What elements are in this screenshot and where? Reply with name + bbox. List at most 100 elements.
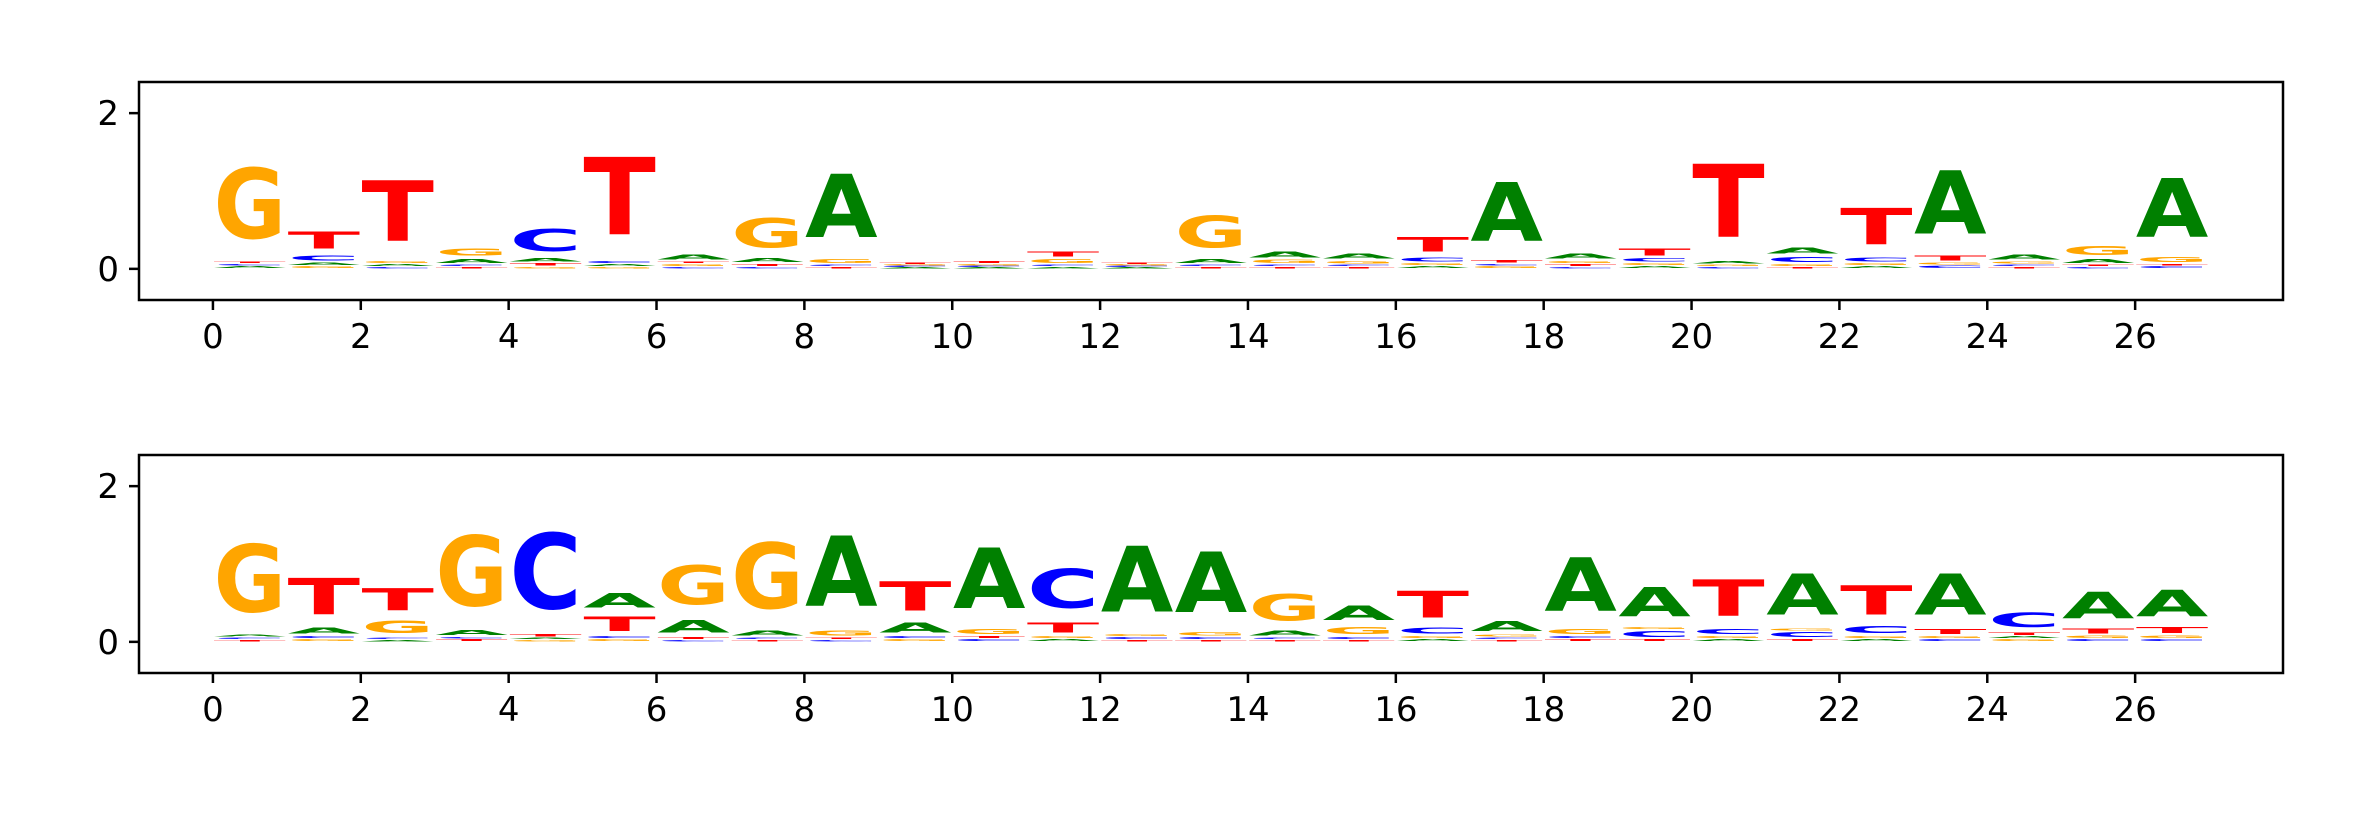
logo-letter-C: C [1175, 264, 1247, 266]
logo-letter-G: G [1175, 632, 1247, 637]
logo-letter-T: T [509, 263, 581, 267]
logo-letter-T: T [879, 574, 952, 620]
logo-letter-A: A [509, 637, 581, 639]
logo-letter-C: C [1249, 264, 1321, 266]
logo-letter-T: T [583, 613, 655, 636]
logo-letter-G: G [1618, 626, 1690, 629]
logo-letter-C: C [879, 266, 951, 268]
logo-letter-A: A [214, 634, 286, 637]
x-tick-label: 22 [1818, 317, 1861, 357]
logo-letter-G: G [435, 246, 507, 258]
logo-letter-A: A [1397, 266, 1469, 269]
logo-letter-G: G [657, 555, 729, 617]
logo-letter-G: G [2136, 635, 2208, 639]
logo-letter-C: C [288, 254, 360, 262]
x-tick-label: 14 [1226, 317, 1269, 357]
logo-letter-A: A [1692, 639, 1764, 642]
logo-letter-C: C [1470, 263, 1542, 265]
logo-letter-G: G [1692, 264, 1764, 266]
logo-letter-T: T [1544, 639, 1616, 642]
x-tick-label: 4 [498, 690, 520, 730]
logo-letter-T: T [1471, 260, 1543, 264]
logo-letter-T: T [1175, 640, 1247, 642]
x-tick-label: 16 [1374, 690, 1417, 730]
logo-letter-C: C [805, 264, 877, 266]
logo-letter-A: A [1249, 250, 1322, 259]
logo-letter-G: G [879, 264, 951, 266]
logo-letter-A: A [657, 253, 730, 261]
logo-letter-G: G [731, 211, 803, 258]
logo-letter-G: G [1988, 261, 2060, 264]
x-tick-label: 20 [1670, 690, 1713, 730]
logo-letter-C: C [879, 636, 951, 639]
logo-letter-C: C [1397, 626, 1469, 635]
logo-letter-C: C [1692, 267, 1764, 269]
logo-letter-C: C [1988, 608, 2060, 631]
logo-letter-C: C [731, 637, 803, 639]
logo-letter-A: A [1027, 639, 1099, 642]
logo-letter-A: A [214, 266, 286, 269]
logo-letter-C: C [953, 639, 1025, 642]
logo-letter-C: C [731, 267, 803, 269]
logo-letter-T: T [1692, 570, 1765, 628]
logo-letter-A: A [288, 626, 361, 635]
x-tick-label: 10 [931, 690, 974, 730]
y-tick-label: 2 [97, 94, 119, 134]
logo-letter-A: A [657, 617, 729, 636]
x-tick-label: 22 [1818, 690, 1861, 730]
logo-letter-C: C [1027, 264, 1099, 266]
logo-letter-A: A [435, 629, 508, 637]
logo-letter-C: C [1249, 637, 1321, 639]
logo-letter-A: A [509, 258, 581, 263]
logo-letter-G: G [953, 263, 1025, 265]
logo-letter-C: C [2062, 267, 2134, 269]
logo-letter-G: G [1544, 628, 1616, 636]
logo-letter-G: G [1101, 264, 1173, 266]
logo-letter-A: A [435, 258, 507, 264]
logo-letter-A: A [2136, 162, 2208, 256]
logo-letter-G: G [1766, 628, 1838, 631]
logo-letter-A: A [805, 518, 878, 630]
logo-letter-G: G [1101, 633, 1173, 636]
logo-letter-C: C [1101, 266, 1173, 268]
logo-letter-C: C [509, 513, 581, 634]
logo-panel-top: ACTGGACTCAGTTCAGGTACGACTCGTACTAGTCGAACGT… [97, 80, 2285, 357]
logo-letter-T: T [1914, 254, 1986, 262]
logo-letter-C: C [1544, 636, 1616, 639]
logo-letter-A: A [1914, 562, 1987, 628]
logo-letter-G: G [288, 639, 360, 642]
logo-letter-A: A [1101, 267, 1173, 269]
logo-letter-A: A [1397, 639, 1469, 642]
logo-letter-C: C [288, 636, 360, 639]
logo-letter-C: C [1914, 265, 1986, 269]
logo-letter-C: C [509, 223, 581, 258]
logo-letter-G: G [214, 148, 286, 261]
logo-letter-A: A [2062, 584, 2134, 627]
logo-letter-C: C [214, 637, 286, 639]
logo-letter-T: T [731, 640, 803, 642]
logo-letter-T: T [1471, 640, 1543, 642]
logo-letter-G: G [805, 258, 877, 264]
logo-letter-T: T [657, 261, 729, 263]
x-tick-label: 8 [794, 317, 816, 357]
axes-frame [137, 80, 2285, 302]
logo-letter-C: C [1692, 628, 1764, 636]
logo-letter-G: G [1988, 639, 2060, 642]
logo-letter-T: T [1766, 639, 1838, 642]
logo-letter-A: A [1766, 246, 1839, 255]
logo-letter-T: T [1323, 640, 1395, 642]
logo-letter-C: C [362, 267, 434, 269]
logo-letter-T: T [362, 164, 434, 261]
logo-letter-G: G [435, 516, 507, 629]
logo-letter-A: A [805, 158, 878, 259]
logo-letter-C: C [1766, 631, 1838, 639]
logo-letter-A: A [362, 263, 434, 266]
logo-letter-C: C [1323, 636, 1395, 639]
logo-letter-T: T [288, 568, 361, 626]
logo-letter-A: A [583, 263, 655, 266]
x-tick-label: 4 [498, 317, 520, 357]
logo-letter-T: T [1249, 640, 1321, 642]
logo-letter-A: A [1988, 253, 2061, 261]
logo-letter-T: T [1397, 583, 1469, 626]
logo-letter-G: G [214, 526, 286, 634]
